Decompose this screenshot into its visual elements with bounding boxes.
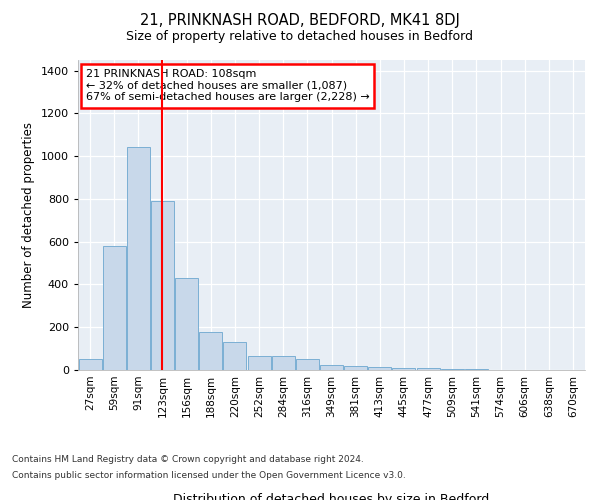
Bar [441,369,464,370]
Bar [296,360,319,370]
Text: 21, PRINKNASH ROAD, BEDFORD, MK41 8DJ: 21, PRINKNASH ROAD, BEDFORD, MK41 8DJ [140,12,460,28]
Text: Contains public sector information licensed under the Open Government Licence v3: Contains public sector information licen… [12,470,406,480]
Bar [320,364,343,370]
Bar [368,367,391,370]
Y-axis label: Number of detached properties: Number of detached properties [22,122,35,308]
Bar [344,366,367,370]
Text: Contains HM Land Registry data © Crown copyright and database right 2024.: Contains HM Land Registry data © Crown c… [12,456,364,464]
Bar [175,278,198,370]
Text: 21 PRINKNASH ROAD: 108sqm
← 32% of detached houses are smaller (1,087)
67% of se: 21 PRINKNASH ROAD: 108sqm ← 32% of detac… [86,70,370,102]
Bar [79,360,101,370]
Bar [223,342,247,370]
Bar [199,332,222,370]
Bar [151,201,174,370]
Bar [127,146,150,370]
X-axis label: Distribution of detached houses by size in Bedford: Distribution of detached houses by size … [173,494,490,500]
Bar [103,246,125,370]
Bar [392,368,415,370]
Bar [272,356,295,370]
Bar [248,356,271,370]
Bar [416,368,440,370]
Text: Size of property relative to detached houses in Bedford: Size of property relative to detached ho… [127,30,473,43]
